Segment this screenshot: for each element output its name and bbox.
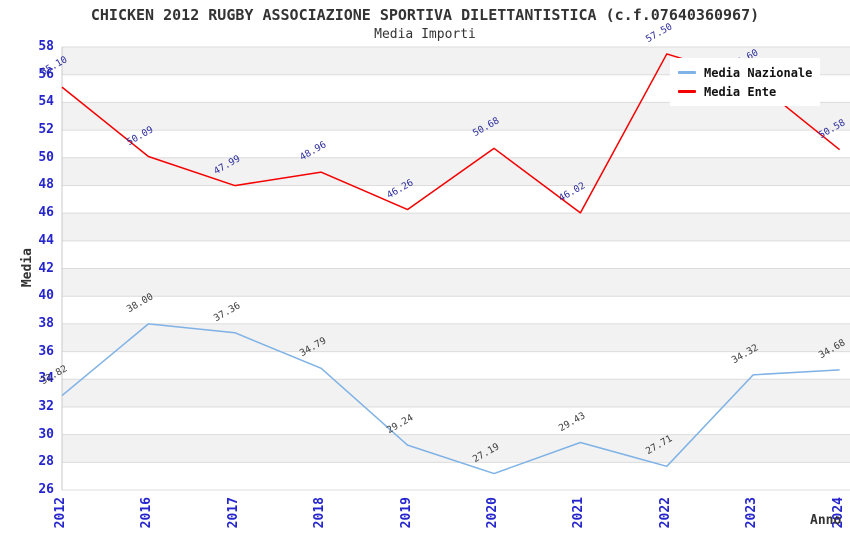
background-band: [62, 379, 850, 407]
y-tick-label: 36: [38, 343, 54, 359]
x-tick-label: 2012: [53, 497, 68, 529]
y-tick-label: 34: [38, 371, 54, 387]
x-tick-label: 2020: [485, 497, 500, 529]
background-band: [62, 434, 850, 463]
y-tick-label: 28: [38, 454, 54, 470]
y-tick-label: 46: [38, 205, 54, 221]
legend-item-label: Media Nazionale: [704, 65, 813, 80]
x-tick-label: 2023: [744, 497, 760, 529]
chart-title: CHICKEN 2012 RUGBY ASSOCIAZIONE SPORTIVA…: [90, 6, 760, 24]
y-tick-label: 50: [38, 149, 54, 165]
legend-item: Media Ente: [678, 82, 820, 101]
y-tick-label: 40: [38, 288, 54, 304]
y-tick-label: 54: [38, 94, 54, 110]
y-tick-label: 30: [38, 426, 54, 442]
background-band: [62, 157, 850, 186]
y-tick-label: 26: [38, 482, 54, 497]
y-tick-label: 56: [38, 66, 54, 82]
x-axis-label: Anno: [810, 513, 842, 528]
background-band: [62, 268, 850, 297]
y-tick-label: 44: [38, 232, 54, 248]
background-band: [62, 102, 850, 131]
legend-line-marker: [678, 71, 696, 74]
legend-item: Media Nazionale: [678, 63, 820, 82]
y-tick-label: 52: [38, 122, 54, 138]
y-axis-label: Media: [20, 248, 35, 288]
background-band: [62, 323, 850, 352]
legend-item-label: Media Ente: [704, 84, 777, 99]
legend: Media Nazionale Media Ente: [670, 58, 820, 106]
legend-line-marker: [678, 90, 696, 93]
x-tick-label: 2022: [657, 497, 673, 529]
line-media-nazionale: [61, 323, 840, 475]
x-tick-label: 2019: [398, 497, 414, 529]
x-tick-label: 2021: [571, 497, 587, 529]
x-tick-label: 2018: [312, 497, 328, 529]
chart-subtitle: Media Importi: [374, 27, 476, 42]
x-tick-label: 2017: [225, 497, 241, 529]
y-tick-label: 32: [38, 398, 54, 414]
y-tick-label: 38: [38, 315, 54, 331]
x-tick-label: 2016: [139, 497, 155, 529]
y-tick-label: 58: [38, 39, 54, 54]
background-band: [62, 213, 850, 241]
y-tick-label: 48: [38, 177, 54, 193]
y-tick-label: 42: [38, 260, 54, 276]
